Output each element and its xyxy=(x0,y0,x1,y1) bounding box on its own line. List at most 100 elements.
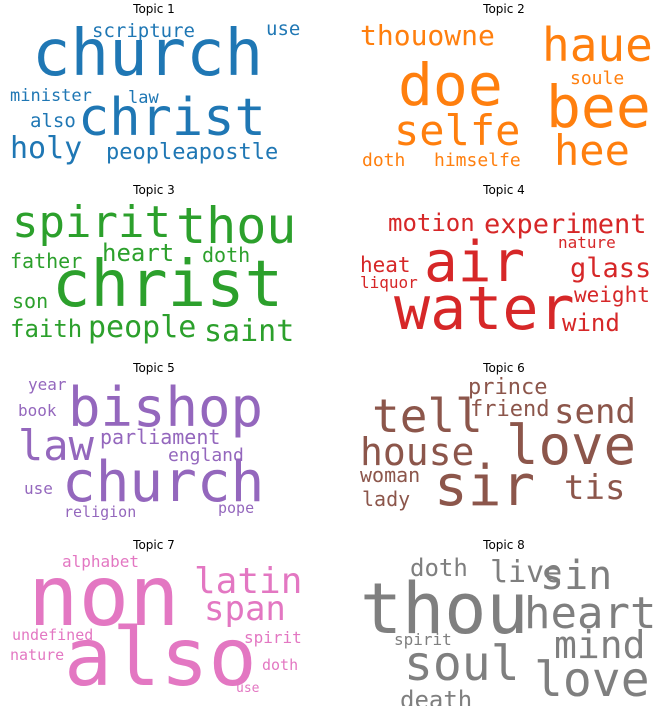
word: heart xyxy=(102,239,175,267)
topic-title: Topic 7 xyxy=(133,538,175,552)
word: son xyxy=(12,289,49,313)
word: span xyxy=(204,589,286,629)
word: latin xyxy=(194,561,303,602)
word: doth xyxy=(362,150,406,170)
topic-panel-8: Topic 8 thou heart soul love mind sin li… xyxy=(354,538,654,706)
word: scripture xyxy=(92,20,195,42)
topic-title: Topic 8 xyxy=(483,538,525,552)
word: non xyxy=(28,547,180,645)
word: heart xyxy=(524,588,654,639)
word: selfe xyxy=(394,106,521,155)
word-cloud: non also latin span alphabet undefined n… xyxy=(4,554,304,706)
word: parliament xyxy=(100,425,221,449)
word: mind xyxy=(554,623,646,667)
word: bee xyxy=(546,73,651,141)
word: doth xyxy=(202,243,251,267)
word: sin xyxy=(540,553,613,599)
word: love xyxy=(506,414,637,477)
word: faith xyxy=(10,315,83,343)
word: tell xyxy=(372,389,483,443)
word: father xyxy=(10,249,83,273)
word: soule xyxy=(570,68,625,89)
word: use xyxy=(24,479,53,498)
topic-panel-6: Topic 6 sir love tell house send tis pri… xyxy=(354,361,654,529)
word: use xyxy=(266,18,301,40)
word: live xyxy=(490,555,563,590)
word: wind xyxy=(562,309,620,337)
word: send xyxy=(554,392,636,432)
word-cloud: christ spirit thou people saint heart fa… xyxy=(4,199,304,351)
topic-panel-7: Topic 7 non also latin span alphabet und… xyxy=(4,538,304,706)
word: people xyxy=(88,310,197,345)
word: himselfe xyxy=(434,150,521,170)
word: law xyxy=(128,88,159,108)
word: doe xyxy=(398,51,503,119)
topic-title: Topic 6 xyxy=(483,361,525,375)
topic-title: Topic 1 xyxy=(133,2,175,16)
word: peopleapostle xyxy=(106,140,279,165)
word: motion xyxy=(388,209,475,237)
topic-title: Topic 4 xyxy=(483,183,525,197)
word: bishop xyxy=(68,376,264,439)
word: pope xyxy=(218,499,255,517)
topic-panel-5: Topic 5 church bishop law parliament eng… xyxy=(4,361,304,529)
word: year xyxy=(28,375,67,394)
word: spirit xyxy=(12,197,171,248)
word: experiment xyxy=(484,209,647,240)
word: also xyxy=(64,611,257,704)
word: weight xyxy=(574,283,650,307)
word: christ xyxy=(78,88,266,148)
word: religion xyxy=(64,503,137,521)
topic-panel-4: Topic 4 water air experiment motion glas… xyxy=(354,183,654,351)
word: church xyxy=(32,17,264,91)
word: also xyxy=(30,110,76,132)
word: thou xyxy=(176,197,297,255)
word: lady xyxy=(362,487,411,511)
topic-title: Topic 3 xyxy=(133,183,175,197)
word: church xyxy=(62,450,265,515)
word-cloud: sir love tell house send tis prince frie… xyxy=(354,377,654,529)
word: spirit xyxy=(394,630,452,649)
word-cloud: doe haue bee selfe hee thouowne soule do… xyxy=(354,18,654,171)
word: nature xyxy=(558,233,616,252)
word-cloud: church christ holy peopleapostle scriptu… xyxy=(4,18,304,170)
word: love xyxy=(534,652,650,706)
word: tis xyxy=(564,468,626,508)
word: soul xyxy=(404,636,520,692)
word: prince xyxy=(468,375,548,400)
word: death xyxy=(400,686,473,706)
word-cloud: thou heart soul love mind sin live doth … xyxy=(354,554,654,706)
word: spirit xyxy=(244,628,302,647)
topic-title: Topic 5 xyxy=(133,361,175,375)
word: law xyxy=(18,421,94,470)
word: air xyxy=(424,230,526,295)
word: liquor xyxy=(360,273,418,292)
word-cloud: water air experiment motion glass weight… xyxy=(354,199,654,351)
word: thouowne xyxy=(360,19,495,52)
word: saint xyxy=(204,314,295,349)
word: friend xyxy=(470,397,550,422)
word: haue xyxy=(542,18,653,72)
word: heat xyxy=(360,253,411,277)
word: woman xyxy=(360,463,421,487)
word: book xyxy=(18,401,57,420)
word: doth xyxy=(410,554,468,582)
word: sir xyxy=(434,454,536,519)
word: doth xyxy=(262,656,299,674)
word: holy xyxy=(10,131,83,166)
word: hee xyxy=(554,126,630,171)
topic-title: Topic 2 xyxy=(483,2,525,16)
word: england xyxy=(168,445,244,466)
word-cloud: church bishop law parliament england boo… xyxy=(4,377,304,529)
word: undefined xyxy=(12,626,94,644)
word: glass xyxy=(570,253,652,284)
topic-panel-3: Topic 3 christ spirit thou people saint … xyxy=(4,183,304,351)
word: house xyxy=(360,430,475,474)
word: water xyxy=(394,274,575,344)
topic-panel-1: Topic 1 church christ holy peopleapostle… xyxy=(4,2,304,170)
word: christ xyxy=(52,248,284,322)
word: use xyxy=(236,681,260,696)
word: alphabet xyxy=(62,552,140,571)
word: minister xyxy=(10,86,92,106)
topic-panel-2: Topic 2 doe haue bee selfe hee thouowne … xyxy=(354,2,654,170)
